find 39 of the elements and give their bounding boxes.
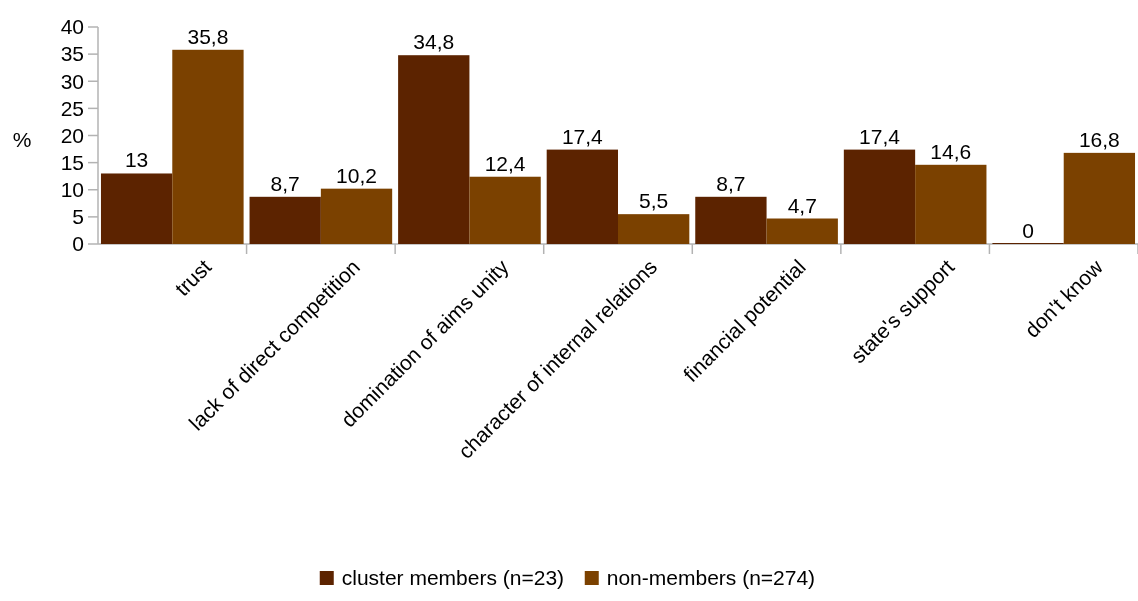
data-label: 13	[124, 148, 149, 172]
y-tick-label: 5	[72, 205, 84, 229]
bar	[915, 164, 987, 244]
bar	[398, 55, 470, 244]
data-label: 5,5	[639, 189, 669, 213]
y-axis-title: %	[12, 127, 32, 151]
y-tick-label: 20	[60, 123, 84, 147]
bar	[695, 196, 767, 244]
y-tick-label: 10	[60, 178, 84, 202]
y-tick-label: 15	[60, 150, 84, 174]
y-tick-label: 40	[60, 15, 84, 39]
bar	[546, 149, 618, 244]
bar	[1063, 152, 1136, 244]
bar	[843, 149, 916, 244]
y-tick-label: 35	[60, 42, 84, 66]
bar	[618, 214, 690, 244]
data-label: 12,4	[484, 151, 526, 175]
data-label: 10,2	[336, 163, 377, 187]
data-label: 35,8	[187, 24, 229, 48]
legend-label: non-members (n=274)	[606, 566, 816, 589]
data-label: 8,7	[716, 171, 746, 195]
bar	[320, 188, 393, 244]
data-label: 17,4	[561, 124, 604, 148]
bar	[172, 49, 244, 244]
bar	[249, 196, 321, 244]
y-tick-label: 25	[60, 96, 84, 120]
legend-label: cluster members (n=23)	[341, 566, 565, 589]
data-label: 8,7	[270, 171, 300, 195]
data-label: 0	[1022, 219, 1034, 242]
data-label: 34,8	[413, 30, 455, 54]
data-label: 14,6	[930, 139, 972, 163]
data-label: 17,4	[859, 124, 901, 148]
bar	[100, 173, 173, 244]
bar	[469, 176, 541, 244]
y-tick-label: 30	[60, 69, 84, 93]
y-tick-label: 0	[72, 232, 84, 256]
data-label: 4,7	[787, 193, 817, 217]
bar	[766, 218, 838, 244]
data-label: 16,8	[1078, 127, 1120, 151]
